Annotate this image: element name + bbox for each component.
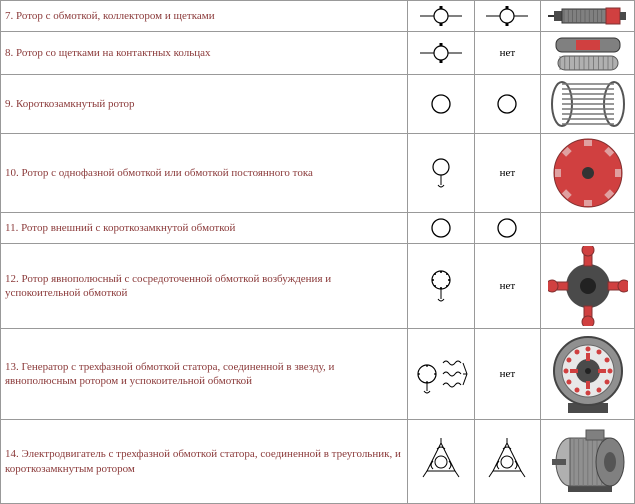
table-row: 12. Ротор явнополюсный с сосредоточенной… — [1, 244, 635, 329]
row-illustration — [541, 213, 635, 244]
row-symbol-1 — [407, 1, 474, 32]
row-symbol-2 — [474, 213, 541, 244]
row-symbol-2: нет — [474, 134, 541, 213]
table-row: 13. Генератор с трехфазной обмоткой стат… — [1, 329, 635, 420]
row-description: 9. Короткозамкнутый ротор — [1, 75, 408, 134]
row-symbol-1 — [407, 134, 474, 213]
table-row: 11. Ротор внешний с короткозамкнутой обм… — [1, 213, 635, 244]
row-description: 12. Ротор явнополюсный с сосредоточенной… — [1, 244, 408, 329]
row-symbol-2 — [474, 1, 541, 32]
row-illustration — [541, 1, 635, 32]
table-row: 9. Короткозамкнутый ротор — [1, 75, 635, 134]
row-illustration — [541, 420, 635, 504]
row-illustration — [541, 134, 635, 213]
row-description: 10. Ротор с однофазной обмоткой или обмо… — [1, 134, 408, 213]
row-symbol-2 — [474, 420, 541, 504]
row-description: 13. Генератор с трехфазной обмоткой стат… — [1, 329, 408, 420]
row-description: 14. Электродвигатель с трехфазной обмотк… — [1, 420, 408, 504]
row-symbol-2: нет — [474, 329, 541, 420]
row-symbol-1 — [407, 329, 474, 420]
net-label: нет — [500, 368, 516, 380]
row-symbol-1 — [407, 213, 474, 244]
row-illustration — [541, 32, 635, 75]
table-row: 7. Ротор с обмоткой, коллектором и щетка… — [1, 1, 635, 32]
row-illustration — [541, 75, 635, 134]
row-description: 11. Ротор внешний с короткозамкнутой обм… — [1, 213, 408, 244]
row-symbol-1 — [407, 75, 474, 134]
row-symbol-2: нет — [474, 244, 541, 329]
row-symbol-1 — [407, 244, 474, 329]
net-label: нет — [500, 167, 516, 179]
net-label: нет — [500, 47, 516, 59]
row-symbol-1 — [407, 420, 474, 504]
row-illustration — [541, 244, 635, 329]
net-label: нет — [500, 280, 516, 292]
row-description: 7. Ротор с обмоткой, коллектором и щетка… — [1, 1, 408, 32]
table-row: 8. Ротор со щетками на контактных кольца… — [1, 32, 635, 75]
row-symbol-1 — [407, 32, 474, 75]
row-symbol-2: нет — [474, 32, 541, 75]
row-description: 8. Ротор со щетками на контактных кольца… — [1, 32, 408, 75]
table-row: 10. Ротор с однофазной обмоткой или обмо… — [1, 134, 635, 213]
rotor-table: 7. Ротор с обмоткой, коллектором и щетка… — [0, 0, 635, 504]
row-symbol-2 — [474, 75, 541, 134]
row-illustration — [541, 329, 635, 420]
table-row: 14. Электродвигатель с трехфазной обмотк… — [1, 420, 635, 504]
